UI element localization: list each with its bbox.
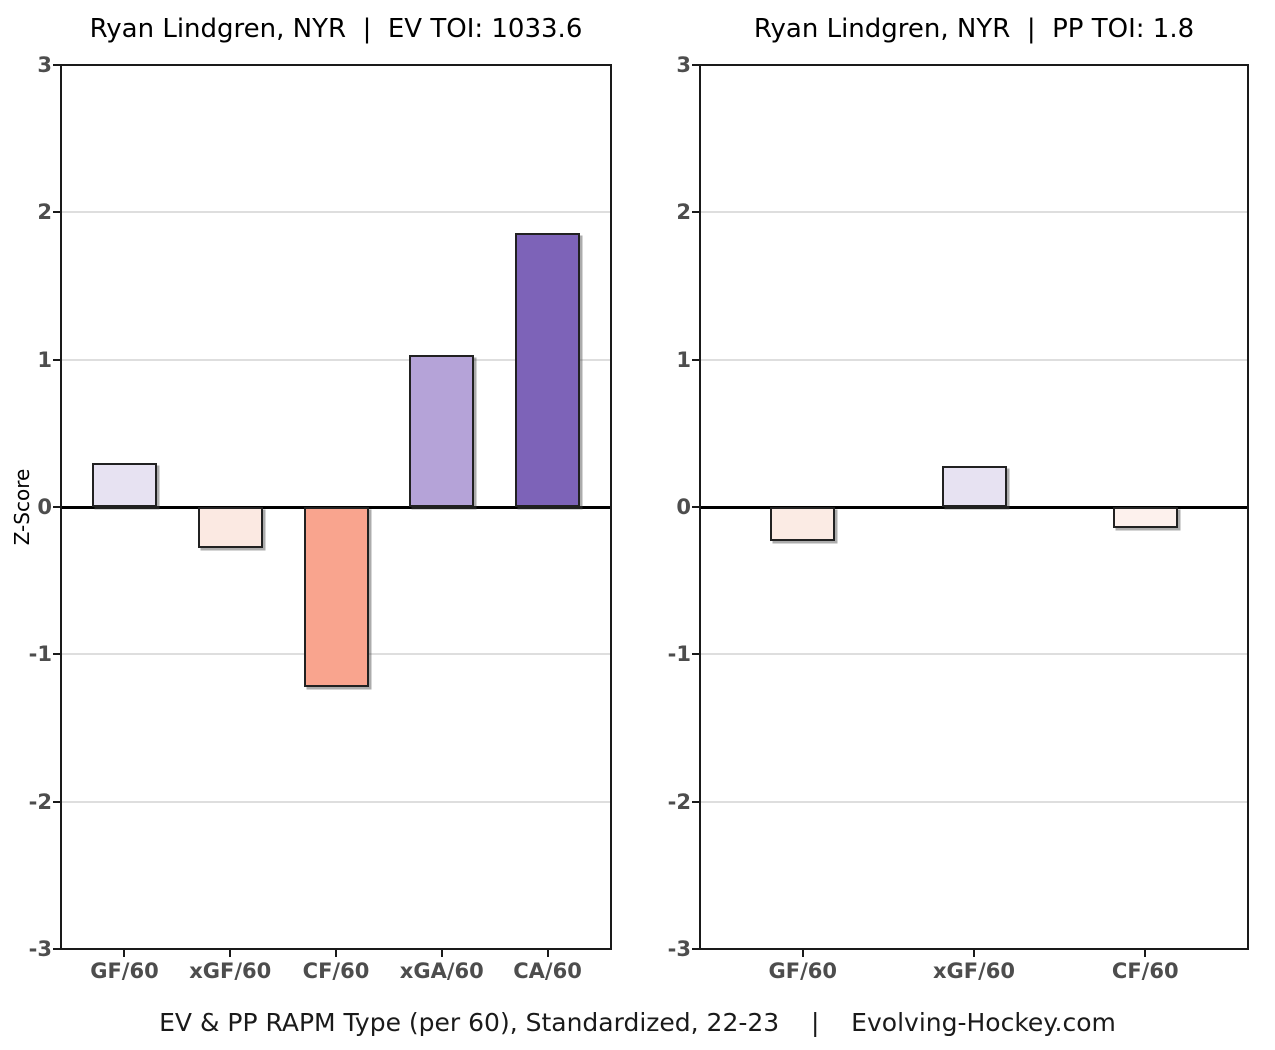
gridline [700,653,1248,656]
chart-title-ev: Ryan Lindgren, NYR | EV TOI: 1033.6 [89,14,583,44]
y-tick-label: -3 [28,937,52,961]
y-tick-mark [53,358,61,361]
y-tick-label: -2 [667,789,691,814]
y-tick-mark [692,64,700,66]
y-tick-label: 3 [37,53,52,77]
y-tick-label: 2 [676,200,691,225]
bar [1112,507,1178,528]
y-tick-mark [692,948,700,950]
y-tick-mark [53,948,61,950]
x-tick-mark [1144,949,1147,957]
y-tick-label: 0 [676,495,691,519]
y-tick-label: 0 [37,495,52,519]
x-tick-label: xGF/60 [932,959,1016,983]
y-tick-label: -1 [28,642,52,667]
gridline [700,64,1248,66]
x-tick-mark [440,949,443,957]
x-tick-mark [973,949,975,957]
gridline [700,800,1248,803]
bar [515,232,581,507]
figure-caption: EV & PP RAPM Type (per 60), Standardized… [159,1008,1116,1037]
y-tick-label: 2 [37,200,52,225]
y-tick-label: -3 [667,937,691,961]
chart-title-pp: Ryan Lindgren, NYR | PP TOI: 1.8 [753,14,1195,44]
x-tick-mark [546,949,549,957]
x-tick-mark [229,949,232,957]
gridline [61,211,611,214]
y-tick-label: 3 [676,53,691,77]
y-tick-label: -2 [28,789,52,814]
plot-area [700,64,1248,950]
bar [197,507,263,549]
x-tick-label: xGA/60 [399,959,484,983]
x-tick-mark [801,949,804,957]
bar [409,355,475,507]
gridline [61,358,611,361]
plot-area [61,64,611,950]
x-tick-label: CA/60 [513,959,582,983]
x-tick-label: GF/60 [768,959,837,983]
y-tick-label: 1 [676,347,691,372]
gridline [700,211,1248,214]
gridline [61,800,611,803]
y-tick-mark [53,211,61,214]
y-tick-mark [692,506,700,508]
gridline [61,64,611,66]
bar [91,462,157,507]
y-tick-mark [692,800,700,803]
y-tick-mark [692,653,700,656]
y-tick-label: 1 [37,347,52,372]
y-tick-mark [53,800,61,803]
y-tick-mark [53,506,61,508]
bar [941,465,1007,507]
y-tick-mark [692,358,700,361]
x-tick-mark [123,949,126,957]
y-tick-mark [53,653,61,656]
y-tick-mark [53,64,61,66]
y-tick-label: -1 [667,642,691,667]
y-tick-mark [692,211,700,214]
bar [770,507,836,541]
x-tick-label: GF/60 [90,959,159,983]
x-tick-mark [335,949,337,957]
x-tick-label: CF/60 [302,959,370,983]
x-tick-label: CF/60 [1111,959,1179,983]
gridline [700,358,1248,361]
zero-line [700,505,1248,509]
x-tick-label: xGF/60 [189,959,272,983]
bar [303,507,369,687]
